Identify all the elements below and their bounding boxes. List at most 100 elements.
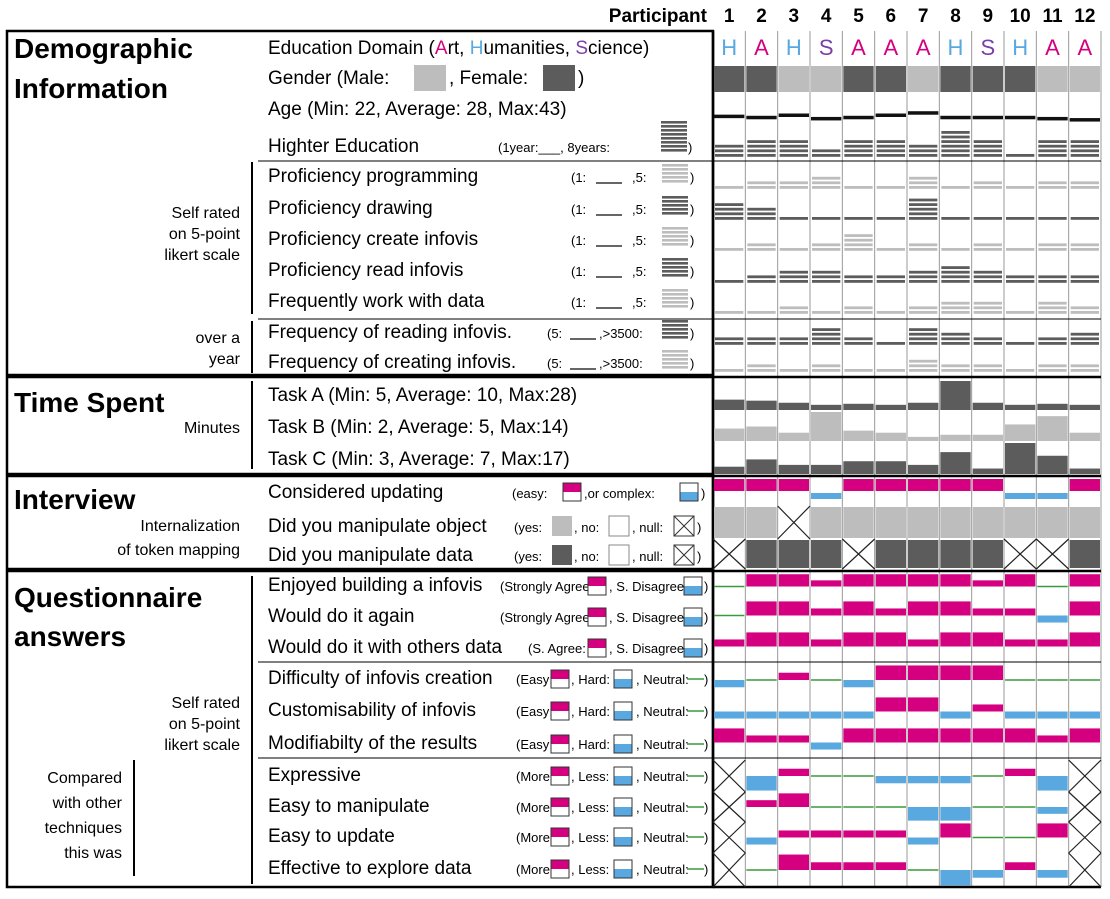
cell-proficiency-drawing xyxy=(909,198,938,202)
cell-proficiency-create-infovis xyxy=(1006,248,1035,251)
cell-proficiency-drawing xyxy=(715,203,744,206)
cell-easy-to-manipulate-na xyxy=(712,791,746,823)
cell-expressive xyxy=(1005,768,1036,776)
cell-task-c-minutes xyxy=(746,459,777,474)
cell-customisability-infovis xyxy=(1037,711,1068,719)
cell-enjoyed-building xyxy=(875,574,906,587)
legend-stack-icon xyxy=(661,145,687,148)
cell-proficiency-read-infovis xyxy=(779,280,808,283)
legend-text: (yes: xyxy=(514,520,542,535)
demographic-self-rated-1: Self rated xyxy=(172,205,240,222)
cell-manipulate-object xyxy=(875,507,906,538)
legend-easy-swatch xyxy=(563,483,581,492)
cell-frequently-work-with-data xyxy=(779,306,808,310)
cell-frequency-reading-infovis xyxy=(1070,337,1099,341)
cell-enjoyed-building xyxy=(908,574,939,587)
cell-proficiency-create-infovis xyxy=(1038,248,1067,251)
cell-frequently-work-with-data xyxy=(715,311,744,314)
legend-yes-swatch xyxy=(552,545,572,565)
cell-manipulate-data xyxy=(875,540,906,568)
row-label-customisability: Customisability of infovis xyxy=(268,700,476,721)
cell-higher-education xyxy=(973,144,1002,148)
cell-frequency-creating-infovis xyxy=(909,369,938,372)
cell-proficiency-programming xyxy=(844,186,873,189)
row-label-prof_drawing: Proficiency drawing xyxy=(268,198,433,219)
participant-number: 4 xyxy=(821,6,832,27)
cell-manipulate-object xyxy=(843,507,874,538)
legend-stack-icon xyxy=(662,262,688,265)
cell-enjoyed-building xyxy=(1005,574,1036,587)
cell-proficiency-read-infovis xyxy=(715,280,744,283)
legend-agree-swatch xyxy=(588,639,606,648)
legend-stack-icon xyxy=(662,231,688,234)
cell-frequently-work-with-data xyxy=(876,311,905,314)
cell-task-b-minutes xyxy=(811,412,842,441)
cell-manipulate-object xyxy=(811,507,842,538)
cell-task-a-minutes xyxy=(940,381,971,410)
cell-effective-to-explore-data xyxy=(1005,862,1036,870)
legend-stack-icon xyxy=(662,270,688,273)
cell-easy-to-update-na xyxy=(712,821,746,854)
cell-age xyxy=(778,113,809,117)
cell-frequency-creating-infovis xyxy=(973,364,1002,368)
legend-stack-icon xyxy=(661,137,687,140)
cell-manipulate-object xyxy=(908,507,939,538)
legend-stack-icon xyxy=(662,289,688,292)
legend-positive-swatch xyxy=(551,860,569,869)
legend-text: (Easy: xyxy=(516,704,553,719)
cell-higher-education xyxy=(876,154,905,157)
legend-agree-swatch xyxy=(588,608,606,617)
cell-higher-education xyxy=(747,144,776,148)
cell-proficiency-programming xyxy=(973,186,1002,189)
legend-negative-swatch xyxy=(614,744,632,753)
legend-null-cross xyxy=(673,544,695,566)
cell-task-c-minutes xyxy=(1005,443,1036,474)
legend-positive-swatch xyxy=(551,670,569,679)
cell-proficiency-read-infovis xyxy=(1038,275,1067,279)
cell-manipulate-data xyxy=(778,540,809,568)
legend-text: , no: xyxy=(574,520,599,535)
participant-number: 1 xyxy=(724,6,735,27)
legend-text: , null: xyxy=(632,520,663,535)
cell-education-domain: A xyxy=(883,35,898,60)
legend-null-cross xyxy=(673,515,695,537)
cell-frequently-work-with-data xyxy=(1070,311,1099,314)
cell-proficiency-create-infovis xyxy=(941,248,970,251)
cell-proficiency-programming xyxy=(1070,186,1099,189)
cell-proficiency-create-infovis xyxy=(747,243,776,247)
legend-stack-icon xyxy=(662,180,688,183)
cell-higher-education xyxy=(747,149,776,153)
cell-higher-education xyxy=(779,140,808,143)
cell-frequency-creating-infovis xyxy=(1038,369,1067,372)
cell-higher-education xyxy=(876,144,905,148)
cell-proficiency-read-infovis xyxy=(909,275,938,279)
cell-would-do-again xyxy=(1069,601,1100,616)
cell-age xyxy=(875,113,906,117)
legend-stack-icon xyxy=(662,176,688,179)
cell-easy-to-manipulate xyxy=(940,807,971,821)
cell-manipulate-data-null xyxy=(712,538,746,570)
legend-positive-swatch xyxy=(551,828,569,837)
cell-easy-to-update xyxy=(746,837,777,845)
cell-proficiency-read-infovis xyxy=(909,280,938,283)
cell-proficiency-read-infovis xyxy=(1070,275,1099,279)
cell-frequency-reading-infovis xyxy=(909,328,938,331)
legend-text: , Less: xyxy=(571,830,609,845)
cell-considered-updating xyxy=(1069,479,1100,491)
cell-proficiency-create-infovis xyxy=(1070,243,1099,247)
legend-text: ,5: xyxy=(632,264,646,279)
cell-higher-education xyxy=(876,140,905,143)
cell-proficiency-read-infovis xyxy=(779,270,808,274)
cell-modifiability-results xyxy=(714,728,745,743)
row-label-modifiability: Modifiabilty of the results xyxy=(268,733,477,754)
legend-stack-icon xyxy=(661,129,687,132)
cell-proficiency-create-infovis xyxy=(1070,248,1099,251)
row-label-manip_data: Did you manipulate data xyxy=(268,545,473,566)
legend-text: , null: xyxy=(632,549,663,564)
cell-enjoyed-building xyxy=(940,574,971,587)
cell-frequently-work-with-data xyxy=(941,306,970,310)
legend-stack-icon xyxy=(662,196,688,199)
cell-age xyxy=(1037,116,1068,121)
cell-effective-to-explore-data-na xyxy=(1068,852,1102,888)
legend-text: (More: xyxy=(516,769,554,784)
